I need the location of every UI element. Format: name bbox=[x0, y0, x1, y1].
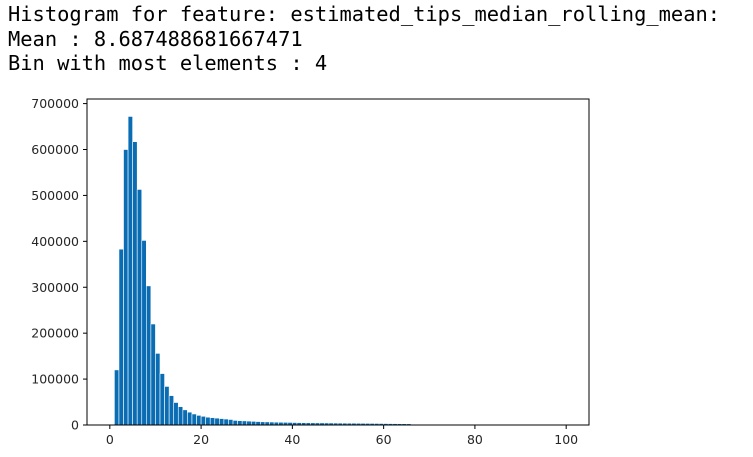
histogram-bar bbox=[241, 420, 248, 426]
y-tick-label: 100000 bbox=[31, 372, 79, 387]
histogram-bar bbox=[228, 419, 234, 426]
cell-output-text: Histogram for feature: estimated_tips_me… bbox=[8, 2, 720, 76]
histogram-bar bbox=[196, 415, 202, 426]
x-tick-label: 100 bbox=[554, 432, 578, 447]
histogram-bar bbox=[214, 417, 220, 426]
y-tick-label: 500000 bbox=[31, 188, 79, 203]
y-axis: 0 100000 200000 300000 400000 500000 600000 700… bbox=[31, 96, 87, 433]
x-tick-label: 60 bbox=[376, 432, 392, 447]
histogram-bar bbox=[173, 402, 179, 426]
histogram-bar bbox=[232, 420, 238, 426]
histogram-bars bbox=[114, 116, 412, 426]
histogram-bar bbox=[237, 420, 243, 426]
mean-readout: Mean : 8.687488681667471 bbox=[8, 26, 303, 51]
histogram-bar bbox=[250, 421, 257, 426]
histogram-bar bbox=[164, 386, 170, 426]
x-tick-label: 40 bbox=[284, 432, 300, 447]
histogram-bar bbox=[132, 141, 138, 426]
histogram-bar bbox=[182, 409, 188, 426]
histogram-bar bbox=[223, 418, 229, 426]
y-tick-label: 700000 bbox=[31, 96, 79, 111]
x-axis: 0 20 40 60 80 100 bbox=[106, 425, 578, 447]
x-tick-label: 0 bbox=[106, 432, 114, 447]
y-tick-label: 400000 bbox=[31, 234, 79, 249]
histogram-bar bbox=[136, 189, 143, 426]
y-tick-label: 200000 bbox=[31, 326, 79, 341]
histogram-bar bbox=[123, 149, 129, 426]
histogram-bar bbox=[127, 116, 133, 426]
histogram-bar bbox=[141, 240, 147, 426]
histogram-bar bbox=[200, 415, 206, 426]
histogram-bar bbox=[168, 395, 175, 426]
histogram-bar bbox=[191, 413, 197, 426]
histogram-bar bbox=[219, 418, 225, 426]
x-tick-label: 20 bbox=[193, 432, 209, 447]
histogram-heading: Histogram for feature: estimated_tips_me… bbox=[8, 2, 721, 26]
histogram-bar bbox=[177, 406, 184, 426]
most-elements-bin-readout: Bin with most elements : 4 bbox=[8, 51, 328, 75]
histogram-bar bbox=[205, 416, 211, 426]
y-tick-label: 300000 bbox=[31, 280, 79, 295]
histogram-bar bbox=[146, 285, 152, 426]
histogram-bar bbox=[209, 417, 216, 426]
histogram-bar bbox=[118, 248, 124, 426]
y-tick-label: 600000 bbox=[31, 142, 79, 157]
histogram-bar bbox=[159, 373, 165, 426]
histogram-bar bbox=[114, 369, 120, 426]
histogram-bar bbox=[150, 323, 156, 426]
y-tick-label: 0 bbox=[71, 418, 79, 433]
plot-frame bbox=[86, 98, 590, 426]
x-tick-label: 80 bbox=[467, 432, 483, 447]
histogram-bar bbox=[255, 421, 261, 426]
histogram-bar bbox=[155, 353, 161, 426]
histogram-bar bbox=[246, 420, 252, 426]
histogram-bar bbox=[187, 411, 193, 426]
